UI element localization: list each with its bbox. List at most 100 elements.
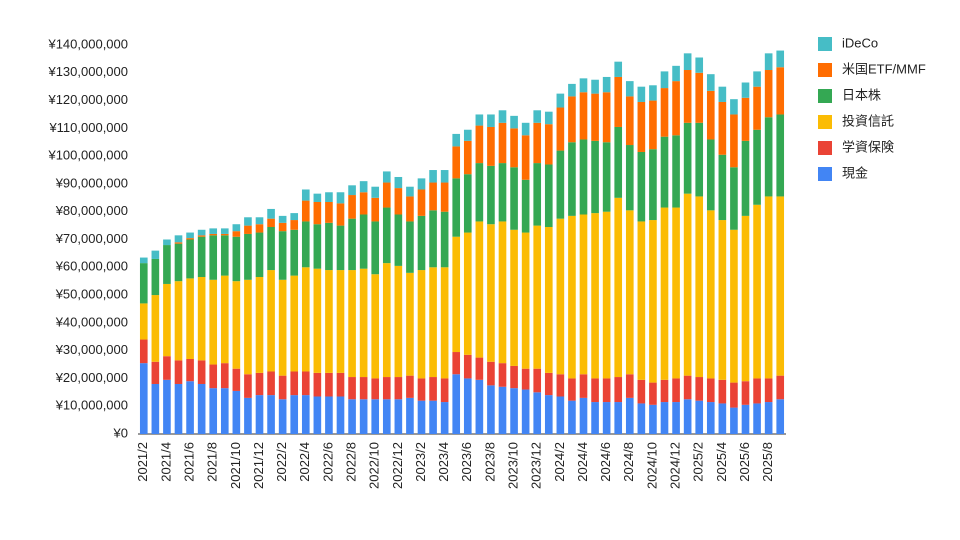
bar-segment (625, 81, 634, 97)
bar-segment (591, 140, 599, 214)
bar-segment (637, 403, 646, 434)
bar-segment (683, 399, 692, 434)
bar-segment (614, 402, 623, 434)
bar-segment (301, 200, 310, 222)
bar-segment (510, 115, 518, 129)
bar-segment (209, 279, 218, 365)
legend-swatch (818, 89, 832, 103)
bar-segment (440, 211, 449, 268)
bar-segment (764, 378, 773, 403)
bar-segment (637, 151, 646, 222)
bar-segment (568, 83, 576, 97)
bar-segment (487, 165, 495, 225)
bar-segment (544, 164, 553, 227)
bar-segment (463, 354, 472, 379)
bar-segment (290, 395, 299, 434)
bar-segment (394, 377, 403, 400)
bar-segment (186, 358, 194, 382)
legend-label: 米国ETF/MMF (842, 61, 926, 76)
y-tick-label: ¥140,000,000 (47, 36, 128, 51)
bar-segment (336, 396, 345, 434)
bar-segment (649, 100, 657, 150)
bar-segment (498, 221, 507, 364)
y-tick-label: ¥10,000,000 (55, 398, 128, 413)
bar-segment (521, 389, 530, 434)
bar-segment (556, 374, 565, 397)
bar-segment (521, 232, 530, 369)
bar-segment (614, 126, 623, 198)
bar-segment (440, 402, 449, 434)
bar-segment (625, 96, 634, 146)
bar-segment (753, 403, 761, 434)
bar-segment (255, 224, 264, 233)
x-tick-label: 2025/2 (691, 442, 706, 482)
bar-segment (290, 371, 299, 396)
bar-segment (579, 92, 588, 140)
bar-segment (718, 403, 727, 434)
bar-segment (325, 222, 333, 271)
bar-segment (336, 225, 345, 271)
bar-segment (730, 167, 738, 230)
bar-segment (359, 181, 368, 193)
bar-segment (406, 186, 414, 197)
bar-segment (510, 365, 518, 389)
bar-segment (209, 228, 218, 234)
bar-segment (278, 279, 287, 376)
bar-segment (498, 110, 507, 123)
bar-segment (753, 378, 761, 404)
legend-label: iDeCo (842, 35, 878, 50)
bar-segment (452, 146, 461, 179)
bar-segment (336, 203, 345, 226)
bar-segment (406, 196, 414, 222)
bar-segment (429, 170, 437, 183)
bar-segment (741, 404, 750, 434)
bar-segment (359, 399, 368, 434)
bar-segment (718, 379, 727, 404)
bar-segment (301, 221, 310, 268)
bar-segment (730, 407, 738, 434)
bar-segment (394, 399, 403, 434)
x-tick-label: 2022/2 (274, 442, 289, 482)
bar-segment (475, 379, 484, 434)
x-tick-label: 2023/10 (506, 442, 521, 489)
bar-segment (371, 197, 380, 222)
bar-segment (463, 378, 472, 434)
bar-segment (568, 142, 576, 216)
x-tick-label: 2025/6 (737, 442, 752, 482)
bar-segment (498, 163, 507, 222)
bar-segment (591, 213, 599, 379)
x-tick-label: 2024/2 (552, 442, 567, 482)
bar-segment (232, 236, 241, 282)
bar-segment (313, 372, 322, 397)
bar-segment (602, 142, 611, 212)
bar-segment (290, 220, 299, 230)
bar-segment (406, 221, 414, 273)
bar-segment (197, 235, 206, 237)
bar-segment (463, 140, 472, 175)
y-tick-label: ¥100,000,000 (47, 148, 128, 163)
bar-segment (695, 196, 704, 378)
bar-segment (764, 196, 773, 379)
bar-segment (452, 133, 461, 147)
bar-segment (637, 101, 646, 152)
bar-segment (730, 229, 738, 383)
bar-segment (244, 217, 252, 226)
y-tick-label: ¥30,000,000 (55, 342, 128, 357)
bar-segment (614, 61, 623, 77)
bar-segment (602, 211, 611, 379)
x-tick-label: 2024/12 (668, 442, 683, 489)
bar-segment (313, 193, 322, 202)
bar-segment (244, 225, 252, 234)
bar-segment (614, 197, 623, 378)
bar-segment (151, 250, 160, 259)
bar-segment (163, 245, 171, 284)
bar-segment (267, 270, 275, 372)
bar-segment (452, 352, 461, 375)
bar-segment (139, 303, 148, 340)
bar-segment (556, 93, 565, 108)
y-tick-label: ¥60,000,000 (55, 259, 128, 274)
bar-segment (556, 107, 565, 151)
bar-segment (440, 182, 449, 212)
x-tick-label: 2023/8 (482, 442, 497, 482)
bar-segment (313, 268, 322, 373)
